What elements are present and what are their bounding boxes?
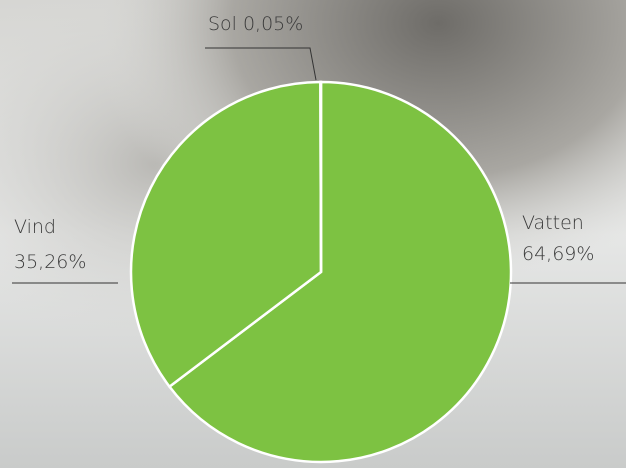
slice-value-label: 35,26% <box>14 251 86 273</box>
slice-label: Vatten <box>522 212 584 234</box>
slice-label: Sol <box>208 13 237 35</box>
slice-label: Vind <box>14 216 56 238</box>
slice-value-label: 0,05% <box>243 13 303 35</box>
pie-slice <box>320 82 321 272</box>
pie <box>131 82 511 462</box>
slice-value-label: 64,69% <box>522 243 594 265</box>
page: {"chart_data": {"type": "pie", "categori… <box>0 0 626 468</box>
chart: Vatten 64,69% Vind 35,26% Sol 0,05% <box>0 0 626 468</box>
